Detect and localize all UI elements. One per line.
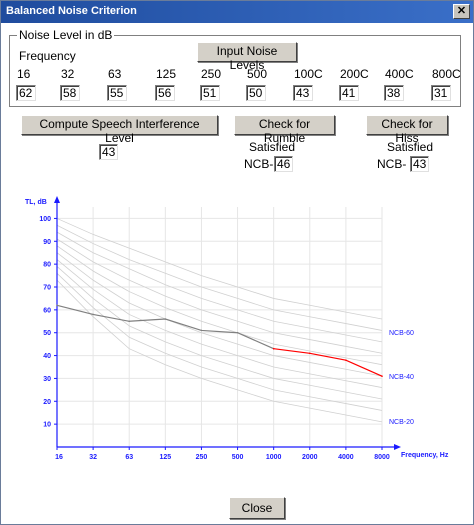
- level-input[interactable]: 41: [339, 85, 359, 101]
- measured-noise-line: [273, 348, 383, 377]
- y-axis-arrow: [54, 196, 60, 203]
- rumble-status: Satisfied: [249, 140, 296, 154]
- measured-noise-point: [200, 329, 203, 332]
- x-tick-label: 32: [89, 454, 97, 461]
- level-input[interactable]: 56: [155, 85, 175, 101]
- frequency-label-item: 63: [108, 67, 122, 81]
- level-input[interactable]: 43: [293, 85, 313, 101]
- y-tick-label: 80: [43, 262, 51, 269]
- level-input[interactable]: 58: [60, 85, 80, 101]
- x-tick-label: 16: [55, 454, 63, 461]
- measured-noise-point: [164, 318, 167, 320]
- level-input[interactable]: 55: [107, 85, 127, 101]
- ncb-reference-curve: [56, 224, 383, 331]
- ncb-curve-label: NCB-60: [389, 330, 414, 337]
- frequency-label-item: 500: [247, 67, 268, 81]
- y-tick-label: 90: [43, 239, 51, 246]
- noise-group-title: Noise Level in dB: [17, 28, 115, 42]
- y-tick-label: 100: [39, 216, 51, 223]
- measured-noise-point: [236, 331, 239, 334]
- y-tick-label: 50: [43, 330, 51, 337]
- ncb-curve-label: NCB-20: [389, 419, 414, 426]
- level-input[interactable]: 38: [384, 85, 404, 101]
- ncb-reference-curve: [56, 218, 383, 320]
- check-hiss-button[interactable]: Check for Hiss: [366, 115, 448, 145]
- ncb-reference-curve: [56, 238, 383, 354]
- hiss-ncb-label: NCB-: [377, 157, 407, 171]
- title-bar[interactable]: Balanced Noise Criterion ✕: [1, 1, 473, 23]
- check-rumble-button[interactable]: Check for Rumble: [234, 115, 335, 145]
- frequency-label-item: 400C: [385, 67, 414, 81]
- ncb-reference-curve: [56, 252, 383, 377]
- level-input[interactable]: 62: [16, 85, 36, 101]
- rumble-ncb-label: NCB-: [244, 157, 274, 171]
- x-axis-arrow: [394, 444, 401, 450]
- frequency-label-item: 125: [156, 67, 177, 81]
- close-icon[interactable]: ✕: [453, 4, 470, 19]
- x-tick-label: 250: [196, 454, 208, 461]
- y-tick-label: 70: [43, 285, 51, 292]
- ncb-reference-curve: [56, 259, 383, 388]
- frequency-label-item: 32: [61, 67, 75, 81]
- sil-value-field[interactable]: 43: [99, 144, 118, 160]
- measured-noise-point: [345, 359, 347, 361]
- y-tick-label: 40: [43, 353, 51, 360]
- y-axis-title: TL, dB: [25, 199, 47, 206]
- ncb-reference-curve: [56, 231, 383, 343]
- measured-noise-point: [308, 352, 311, 355]
- level-input[interactable]: 50: [246, 85, 266, 101]
- close-button[interactable]: Close: [229, 497, 285, 519]
- frequency-label-item: 100C: [294, 67, 323, 81]
- y-tick-label: 20: [43, 399, 51, 406]
- frequency-label-item: 800C: [432, 67, 461, 81]
- y-tick-label: 60: [43, 307, 51, 314]
- x-tick-label: 2000: [302, 454, 318, 461]
- y-tick-label: 30: [43, 376, 51, 383]
- frequency-label-item: 250: [201, 67, 222, 81]
- frequency-label-item: 200C: [340, 67, 369, 81]
- input-noise-levels-button[interactable]: Input Noise Levels: [197, 42, 297, 72]
- level-input[interactable]: 51: [200, 85, 220, 101]
- noise-level-group: [9, 35, 461, 107]
- ncb-reference-curve: [56, 272, 383, 411]
- rumble-ncb-field[interactable]: 46: [274, 156, 293, 172]
- x-axis-title: Frequency, Hz: [401, 452, 449, 459]
- measured-noise-point: [92, 313, 94, 316]
- y-tick-label: 10: [43, 422, 51, 429]
- x-tick-label: 4000: [338, 454, 354, 461]
- compute-sil-button[interactable]: Compute Speech Interference Level: [21, 115, 218, 145]
- measured-noise-point: [56, 304, 58, 307]
- measured-noise-point: [381, 375, 383, 377]
- ncb-curve-label: NCB-40: [389, 374, 414, 381]
- ncb-reference-curve: [56, 245, 383, 366]
- x-tick-label: 8000: [374, 454, 390, 461]
- level-input[interactable]: 31: [431, 85, 451, 101]
- ncb-chart: 10 20 30 40 50 60 70 80 90 100 16 32 63 125 250 500 1000…: [25, 196, 449, 461]
- window-title: Balanced Noise Criterion: [6, 5, 137, 17]
- x-tick-label: 1000: [266, 454, 282, 461]
- measured-noise-point: [128, 320, 131, 323]
- measured-noise-point: [272, 347, 275, 350]
- x-tick-label: 500: [232, 454, 244, 461]
- frequency-label-item: 16: [17, 67, 31, 81]
- ncb-reference-curve: [56, 266, 383, 400]
- x-tick-label: 125: [159, 454, 171, 461]
- hiss-ncb-field[interactable]: 43: [410, 156, 429, 172]
- frequency-label: Frequency: [19, 49, 76, 63]
- x-tick-label: 63: [125, 454, 133, 461]
- ncb-reference-curve: [56, 279, 383, 423]
- hiss-status: Satisfied: [387, 140, 434, 154]
